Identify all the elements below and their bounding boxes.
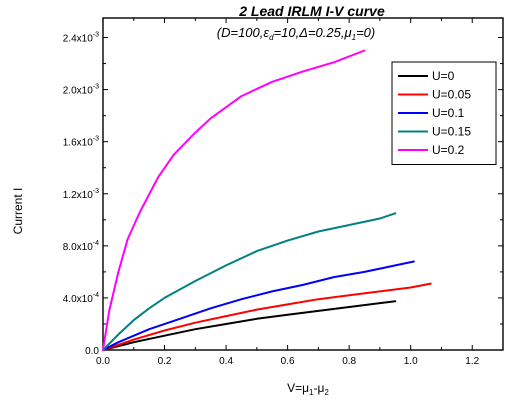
chart-title: 2 Lead IRLM I-V curve bbox=[238, 3, 385, 19]
series-line-3 bbox=[102, 212, 397, 351]
y-axis-label: Current I bbox=[11, 188, 25, 235]
series-layer bbox=[102, 49, 432, 351]
legend-label: U=0.15 bbox=[432, 125, 471, 139]
subtitle-subscript: 1 bbox=[352, 33, 356, 42]
subtitle-part: (D=100, bbox=[217, 25, 264, 40]
x-axis-label: V=μ1-μ2 bbox=[287, 381, 329, 397]
y-tick-exponent: -4 bbox=[93, 240, 99, 247]
xlabel-part: μ bbox=[302, 381, 309, 395]
y-tick-mantissa: 2.0x10 bbox=[63, 86, 93, 97]
xlabel-subscript: 1 bbox=[309, 388, 314, 397]
y-tick-label: 4.0x10-4 bbox=[63, 292, 99, 305]
subtitle-subscript: d bbox=[269, 33, 274, 42]
subtitle-part: ε bbox=[263, 25, 269, 40]
series-line-0 bbox=[102, 300, 397, 351]
y-tick-exponent: -3 bbox=[93, 32, 99, 39]
y-tick-label: 1.2x10-3 bbox=[63, 188, 99, 201]
x-tick-label: 0.6 bbox=[281, 356, 295, 367]
legend-label: U=0.2 bbox=[432, 143, 465, 157]
y-tick-label: 0.0 bbox=[85, 346, 99, 357]
y-axis: 0.04.0x10-48.0x10-41.2x10-31.6x10-32.0x1… bbox=[63, 32, 503, 357]
y-tick-mantissa: 8.0x10 bbox=[63, 242, 93, 253]
x-tick-label: 1.2 bbox=[465, 356, 479, 367]
series-line-2 bbox=[102, 260, 415, 351]
plot-border bbox=[102, 17, 504, 351]
y-tick-label: 2.0x10-3 bbox=[63, 84, 99, 97]
xlabel-part: - bbox=[314, 381, 318, 395]
subtitle-part: =0) bbox=[356, 25, 375, 40]
x-tick-label: 0.2 bbox=[158, 356, 172, 367]
xlabel-part: μ bbox=[318, 381, 325, 395]
legend-label: U=0.05 bbox=[432, 88, 471, 102]
y-tick-exponent: -4 bbox=[93, 292, 99, 299]
series-line-4 bbox=[102, 49, 366, 351]
y-tick-mantissa: 2.4x10 bbox=[63, 34, 93, 45]
subtitle-part: =0.25, bbox=[308, 25, 345, 40]
xlabel-part: V= bbox=[287, 381, 302, 395]
subtitle-part: Δ bbox=[298, 25, 308, 40]
x-tick-label: 1.0 bbox=[404, 356, 418, 367]
subtitle-part: =10, bbox=[274, 25, 300, 40]
y-tick-exponent: -3 bbox=[93, 84, 99, 91]
y-tick-label: 1.6x10-3 bbox=[63, 136, 99, 149]
x-axis: 0.0 0.2 0.4 0.6 0.8 1.0 1.2 bbox=[96, 18, 480, 367]
legend-label: U=0.1 bbox=[432, 106, 465, 120]
y-tick-label: 2.4x10-3 bbox=[63, 32, 99, 45]
legend: U=0 U=0.05 U=0.1 U=0.15 U=0.2 bbox=[391, 61, 497, 165]
series-line-1 bbox=[102, 282, 432, 351]
y-tick-exponent: -3 bbox=[93, 136, 99, 143]
xlabel-subscript: 2 bbox=[324, 388, 329, 397]
subtitle-part: μ bbox=[343, 25, 351, 40]
y-tick-mantissa: 0.0 bbox=[85, 346, 99, 357]
legend-label: U=0 bbox=[432, 69, 455, 83]
y-tick-label: 8.0x10-4 bbox=[63, 240, 99, 253]
y-tick-mantissa: 1.6x10 bbox=[63, 138, 93, 149]
y-tick-exponent: -3 bbox=[93, 188, 99, 195]
y-tick-mantissa: 1.2x10 bbox=[63, 190, 93, 201]
plot-frame bbox=[102, 17, 504, 351]
y-tick-mantissa: 4.0x10 bbox=[63, 294, 93, 305]
x-tick-label: 0.0 bbox=[96, 356, 110, 367]
x-tick-label: 0.8 bbox=[342, 356, 356, 367]
x-tick-label: 0.4 bbox=[219, 356, 233, 367]
chart-subtitle: (D=100,εd=10,Δ=0.25,μ1=0) bbox=[217, 25, 375, 42]
